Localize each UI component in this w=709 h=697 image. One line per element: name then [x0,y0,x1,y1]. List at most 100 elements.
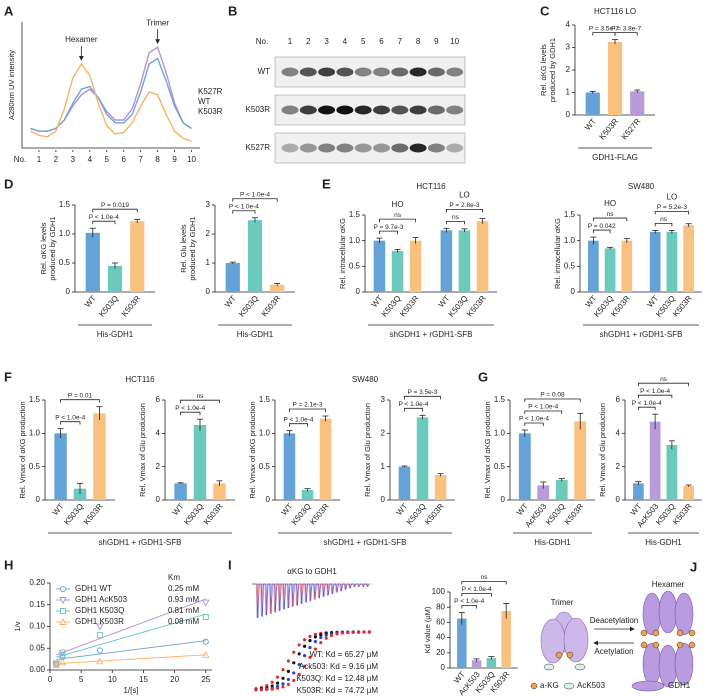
significance-bracket [461,605,478,609]
band [281,67,299,77]
significance-label: ns [607,211,615,218]
itc-point [254,688,258,692]
group-label: shGDH1 + rGDH1-SFB [600,330,683,339]
y-tick-label: 3 [381,395,386,404]
point [96,647,103,654]
y-tick-label: 0.00 [29,665,45,674]
bar [607,41,623,115]
group-name: LO [459,190,470,199]
significance-label: P = 0.019 [101,202,129,209]
y-tick-label: 20 [436,648,445,657]
y-tick-label: 1 [381,462,386,471]
band [318,143,336,153]
bar [471,660,482,668]
bar [501,611,511,668]
legend-km: 0.08 mM [168,617,199,626]
panel-letter: F [4,369,12,384]
y-tick-label: 0.5 [494,462,506,471]
bar [130,221,145,292]
category-label: WT [515,502,530,517]
category-label: K503R [465,294,488,319]
itc-point [286,682,290,687]
category-label: WT [223,294,238,309]
itc-point [367,630,371,634]
significance-label: P < 1.0e-4 [283,416,313,423]
x-tick-label: 10 [187,155,196,164]
fit-line [56,640,206,660]
itc-point [303,644,307,648]
legend-km: 0.25 mM [168,584,199,593]
band [354,143,372,153]
significance-label: P < 1.0e-4 [462,586,492,593]
y-tick-label: 100 [432,587,446,596]
bar [174,483,187,500]
category-label: K503Q [237,294,260,319]
legend-label: GDH1 K503Q [75,606,124,615]
itc-point [276,675,280,679]
itc-point [324,636,328,640]
itc-point [335,632,339,636]
panel-letter: A [4,3,14,18]
band [336,67,354,77]
itc-point [362,630,366,634]
legend-label: GDH1 AcK503 [75,595,128,604]
itc-point [292,671,296,675]
itc-point [292,661,296,665]
chart-title: SW480 [352,375,379,384]
itc-point [292,650,296,654]
bar [93,413,106,500]
category-label: WT [171,502,186,517]
bar [574,421,587,500]
itc-point [265,687,269,692]
x-axis-label: No. [14,155,26,164]
significance-bracket [654,211,690,215]
y-tick-label: 0 [266,495,271,504]
category-label: K503Q [182,502,205,527]
lane-label: 4 [343,37,348,46]
series-line [30,62,192,142]
y-axis-label: Rel. Glu levels [179,224,188,273]
legend-swatch [563,682,575,690]
y-tick-label: 1.0 [259,428,271,437]
band [299,105,317,115]
band [427,67,445,77]
bar [649,421,661,500]
itc-point [351,630,355,634]
itc-point [292,678,296,683]
x-tick-label: 5 [79,675,84,684]
significance-bracket [404,395,441,400]
significance-label: P < 1.0e-4 [89,214,119,221]
itc-point [313,647,317,651]
annotation: Hexamer [65,35,98,44]
significance-bracket [524,422,544,426]
significance-bracket [654,223,673,227]
y-axis-label: produced by GDH1 [188,216,197,280]
x-tick-label: 25 [201,675,210,684]
band [409,105,427,115]
itc-point [297,652,301,656]
significance-bracket [92,220,116,225]
panel-letter: I [228,557,232,572]
group-label: shGDH1 + rGDH1-SFB [99,538,182,547]
significance-bracket [637,394,673,399]
y-tick-label: 2 [566,65,571,74]
significance-label: ns [660,376,668,383]
bar [85,232,100,292]
band [427,143,445,153]
itc-point [319,633,323,637]
legend-label: K527R [198,87,223,96]
annotation: Trimer [146,18,169,27]
band [299,143,317,153]
x-tick-label: 5 [105,155,110,164]
lane-label: 7 [398,37,403,46]
lane-label: 1 [288,37,293,46]
x-tick-label: 3 [71,155,76,164]
itc-point [281,668,285,672]
significance-label: P = 0.01 [68,392,93,399]
band [373,105,390,115]
itc-point [270,680,274,684]
reverse-label: Acetylation [594,647,633,656]
itc-point [308,645,312,650]
bar [440,230,453,292]
itc-point [319,640,323,645]
